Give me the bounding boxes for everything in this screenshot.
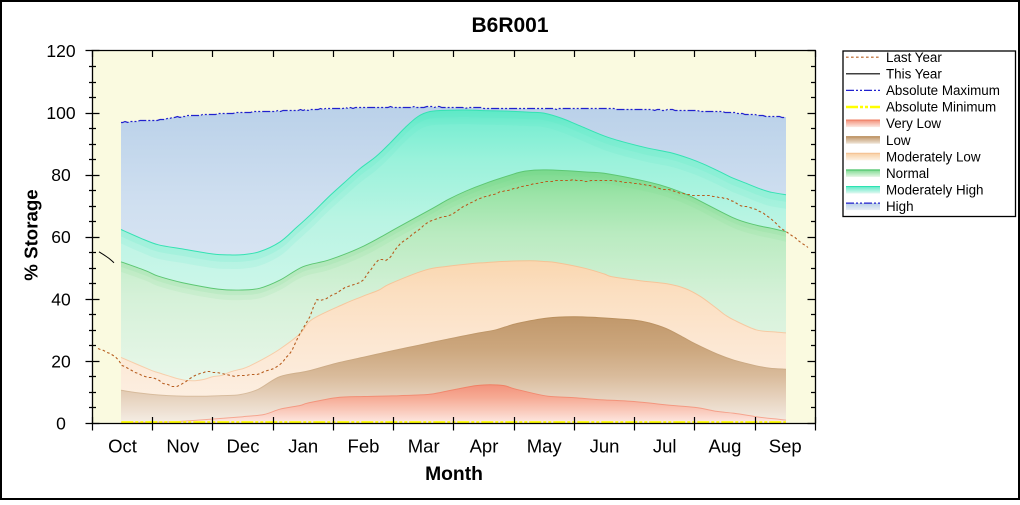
- svg-text:Jan: Jan: [288, 436, 318, 457]
- svg-text:Nov: Nov: [166, 436, 200, 457]
- svg-text:Moderately High: Moderately High: [886, 183, 984, 198]
- svg-text:Last Year: Last Year: [886, 50, 942, 65]
- svg-text:Month: Month: [425, 464, 483, 485]
- svg-text:This Year: This Year: [886, 66, 942, 81]
- svg-text:Absolute Maximum: Absolute Maximum: [886, 83, 1000, 98]
- svg-text:Sep: Sep: [769, 436, 802, 457]
- svg-text:Jun: Jun: [590, 436, 620, 457]
- svg-text:Low: Low: [886, 133, 911, 148]
- svg-text:Very Low: Very Low: [886, 116, 941, 131]
- svg-text:20: 20: [51, 351, 71, 371]
- svg-text:High: High: [886, 199, 914, 214]
- svg-text:Apr: Apr: [470, 436, 499, 457]
- svg-text:120: 120: [46, 41, 75, 61]
- svg-text:Oct: Oct: [108, 436, 137, 457]
- svg-text:100: 100: [46, 103, 75, 123]
- svg-text:Feb: Feb: [348, 436, 380, 457]
- svg-text:Mar: Mar: [408, 436, 440, 457]
- svg-text:40: 40: [51, 289, 71, 309]
- svg-text:60: 60: [51, 227, 71, 247]
- svg-text:80: 80: [51, 165, 71, 185]
- svg-text:Dec: Dec: [227, 436, 260, 457]
- svg-text:Normal: Normal: [886, 166, 929, 181]
- svg-text:Aug: Aug: [708, 436, 741, 457]
- svg-text:B6R001: B6R001: [471, 14, 548, 37]
- svg-text:Absolute Minimum: Absolute Minimum: [886, 100, 996, 115]
- svg-text:% Storage: % Storage: [21, 189, 42, 280]
- svg-text:Moderately Low: Moderately Low: [886, 149, 981, 164]
- svg-text:May: May: [527, 436, 563, 457]
- svg-text:Jul: Jul: [653, 436, 677, 457]
- svg-text:0: 0: [56, 414, 66, 434]
